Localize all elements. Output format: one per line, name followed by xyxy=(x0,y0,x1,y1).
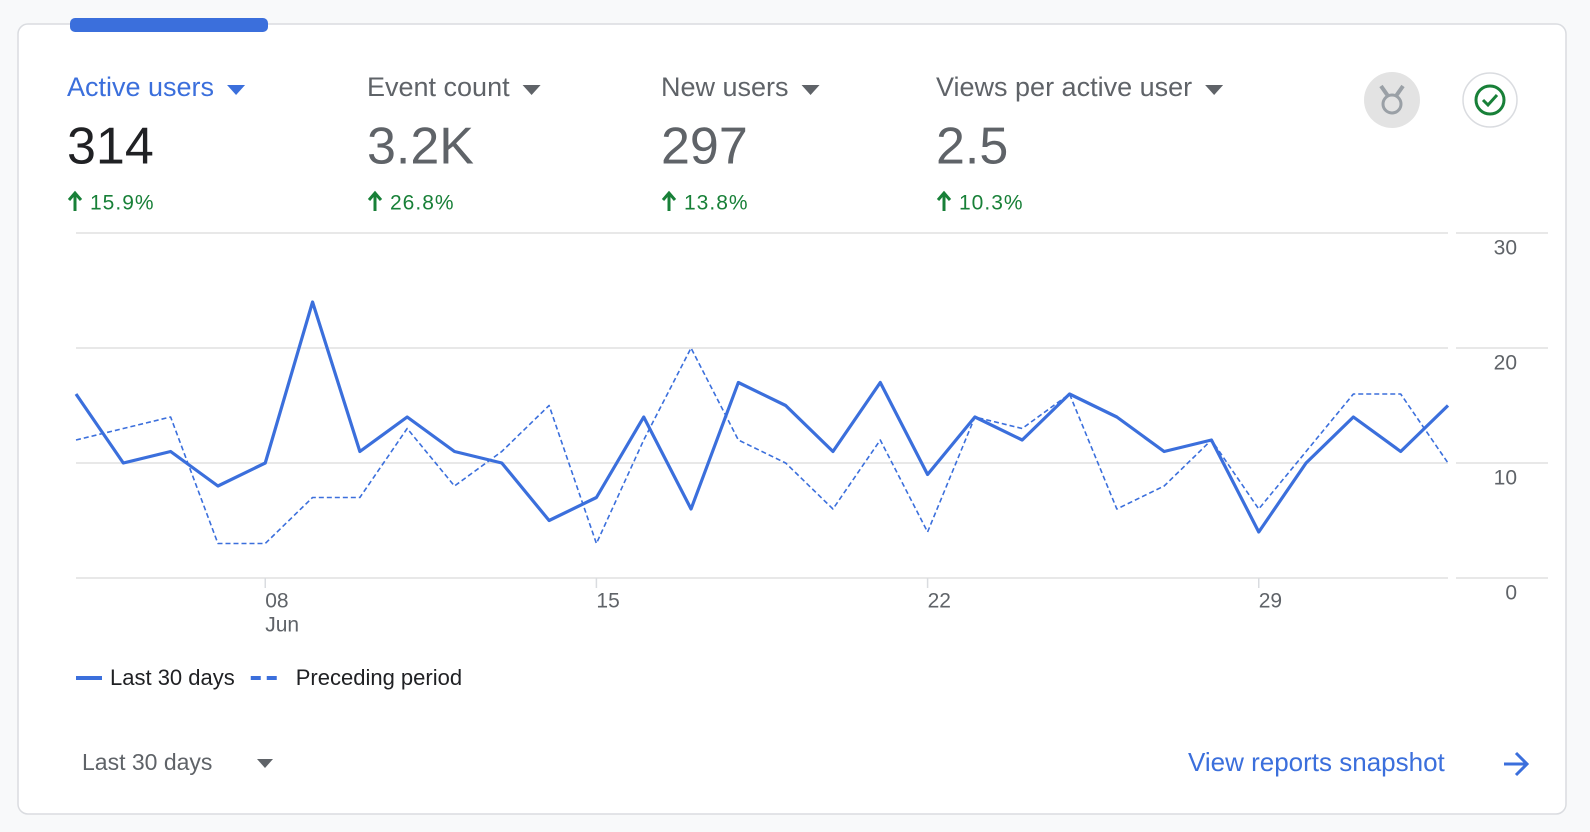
range-dropdown[interactable]: Last 30 days xyxy=(82,749,212,775)
x-tick-label: 29 xyxy=(1259,590,1282,613)
metric-label: New users xyxy=(661,72,789,102)
up-arrow xyxy=(936,190,952,211)
metric-label: Views per active user xyxy=(936,72,1192,102)
up-arrow xyxy=(67,190,83,211)
dropdown-arrow xyxy=(257,759,273,768)
metric-label: Active users xyxy=(67,72,214,102)
metric-value: 2.5 xyxy=(936,118,1008,176)
icon-bg xyxy=(1462,72,1518,128)
metric-value: 297 xyxy=(661,118,748,176)
metric-tab[interactable]: New users 297 13.8% xyxy=(661,72,820,215)
x-tick-label: 22 xyxy=(928,590,951,613)
dropdown-arrow xyxy=(801,85,820,95)
legend-label: Last 30 days xyxy=(110,665,235,690)
y-tick-label: 20 xyxy=(1494,352,1517,375)
x-tick-label: 08 xyxy=(265,590,288,613)
icon-shape xyxy=(1474,84,1506,116)
x-tick-label: 15 xyxy=(596,590,619,613)
x-month-label: Jun xyxy=(265,614,299,637)
legend-label: Preceding period xyxy=(296,665,462,690)
metric-label: Event count xyxy=(367,72,510,102)
y-tick-label: 30 xyxy=(1494,237,1517,260)
dropdown-arrow xyxy=(227,85,246,95)
achievement-icon[interactable] xyxy=(1364,72,1420,128)
metric-tab[interactable]: Views per active user 2.5 10.3% xyxy=(936,72,1224,215)
metric-value: 3.2K xyxy=(367,118,474,176)
metric-value: 314 xyxy=(67,118,154,176)
metric-tab[interactable]: Event count 3.2K 26.8% xyxy=(367,72,541,215)
y-tick-label: 0 xyxy=(1505,582,1517,605)
metric-change: 26.8% xyxy=(390,192,455,215)
metric-change: 15.9% xyxy=(90,192,155,215)
link-arrow xyxy=(1504,751,1530,777)
metric-tab[interactable]: Active users 314 15.9% xyxy=(67,72,246,215)
series-line xyxy=(74,300,1450,534)
status-icon[interactable] xyxy=(1462,72,1518,128)
icon-shape xyxy=(1381,93,1403,115)
icon-shape xyxy=(1379,84,1405,98)
dropdown-arrow xyxy=(522,85,541,95)
view-reports-link[interactable]: View reports snapshot xyxy=(1188,747,1446,777)
active-tab-indicator xyxy=(70,18,268,32)
icon-bg xyxy=(1364,72,1420,128)
icon-shape xyxy=(1481,93,1499,108)
up-arrow xyxy=(367,190,383,211)
dropdown-arrow xyxy=(1205,85,1224,95)
card xyxy=(17,23,1567,815)
metric-change: 10.3% xyxy=(959,192,1024,215)
up-arrow xyxy=(661,190,677,211)
y-tick-label: 10 xyxy=(1494,467,1517,490)
series-line xyxy=(75,347,1449,545)
metric-change: 13.8% xyxy=(684,192,749,215)
